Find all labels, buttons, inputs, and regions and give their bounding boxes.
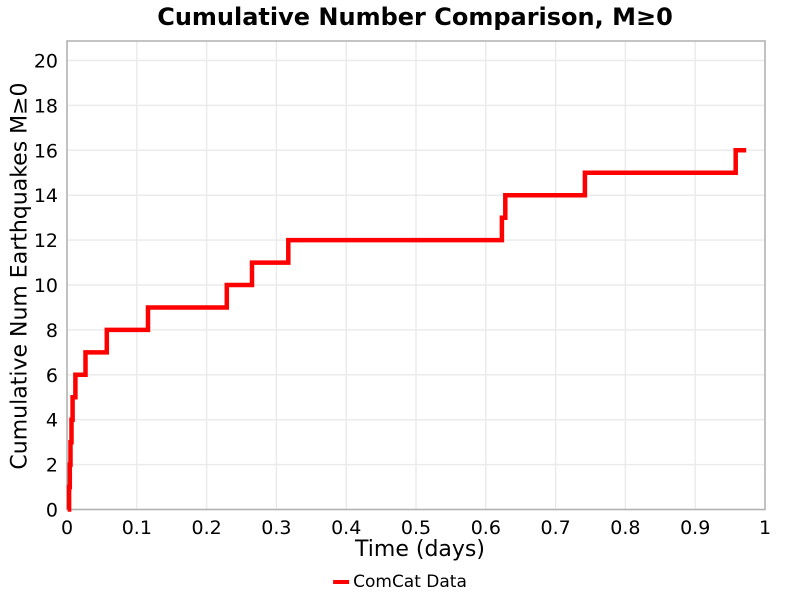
x-tick-label: 1: [759, 517, 771, 539]
tick-layer: 0 0.1 0.2 0.3 0.4 0.5 0.6 0.7 0.8 0.9 102468101214…: [34, 51, 771, 540]
y-tick-label: 4: [46, 410, 58, 432]
y-tick-label: 18: [34, 95, 58, 117]
x-tick-label: 0.7: [540, 517, 570, 539]
plot-border: [66, 40, 766, 511]
y-tick-label: 20: [34, 51, 58, 73]
y-tick-label: 14: [34, 185, 58, 207]
spine-layer: [66, 40, 766, 511]
x-tick-label: 0.6: [471, 517, 501, 539]
y-tick-label: 6: [46, 365, 58, 387]
grid-layer: [66, 41, 766, 511]
y-tick-label: 16: [34, 140, 58, 162]
chart-title: Cumulative Number Comparison, M≥0: [157, 3, 673, 31]
x-tick-label: 0.2: [191, 517, 221, 539]
x-axis-label: Time (days): [355, 537, 485, 562]
x-tick-label: 0.5: [401, 517, 431, 539]
x-tick-label: 0.1: [122, 517, 152, 539]
y-tick-label: 10: [34, 275, 58, 297]
legend-line-marker: [333, 580, 350, 584]
x-tick-label: 0.9: [680, 517, 710, 539]
y-tick-label: 8: [46, 320, 58, 342]
y-tick-label: 2: [46, 455, 58, 477]
legend: ComCat Data: [333, 572, 467, 592]
x-tick-label: 0.8: [610, 517, 640, 539]
series-layer: [66, 148, 747, 512]
x-tick-label: 0.3: [261, 517, 291, 539]
y-tick-label: 0: [46, 500, 58, 522]
comcat-data-line: [66, 148, 747, 512]
x-tick-label: 0.4: [331, 517, 361, 539]
x-tick-label: 0: [61, 517, 73, 539]
y-tick-label: 12: [34, 230, 58, 252]
y-axis-label: Cumulative Num Earthquakes M≥0: [7, 82, 33, 470]
legend-label: ComCat Data: [353, 572, 467, 592]
